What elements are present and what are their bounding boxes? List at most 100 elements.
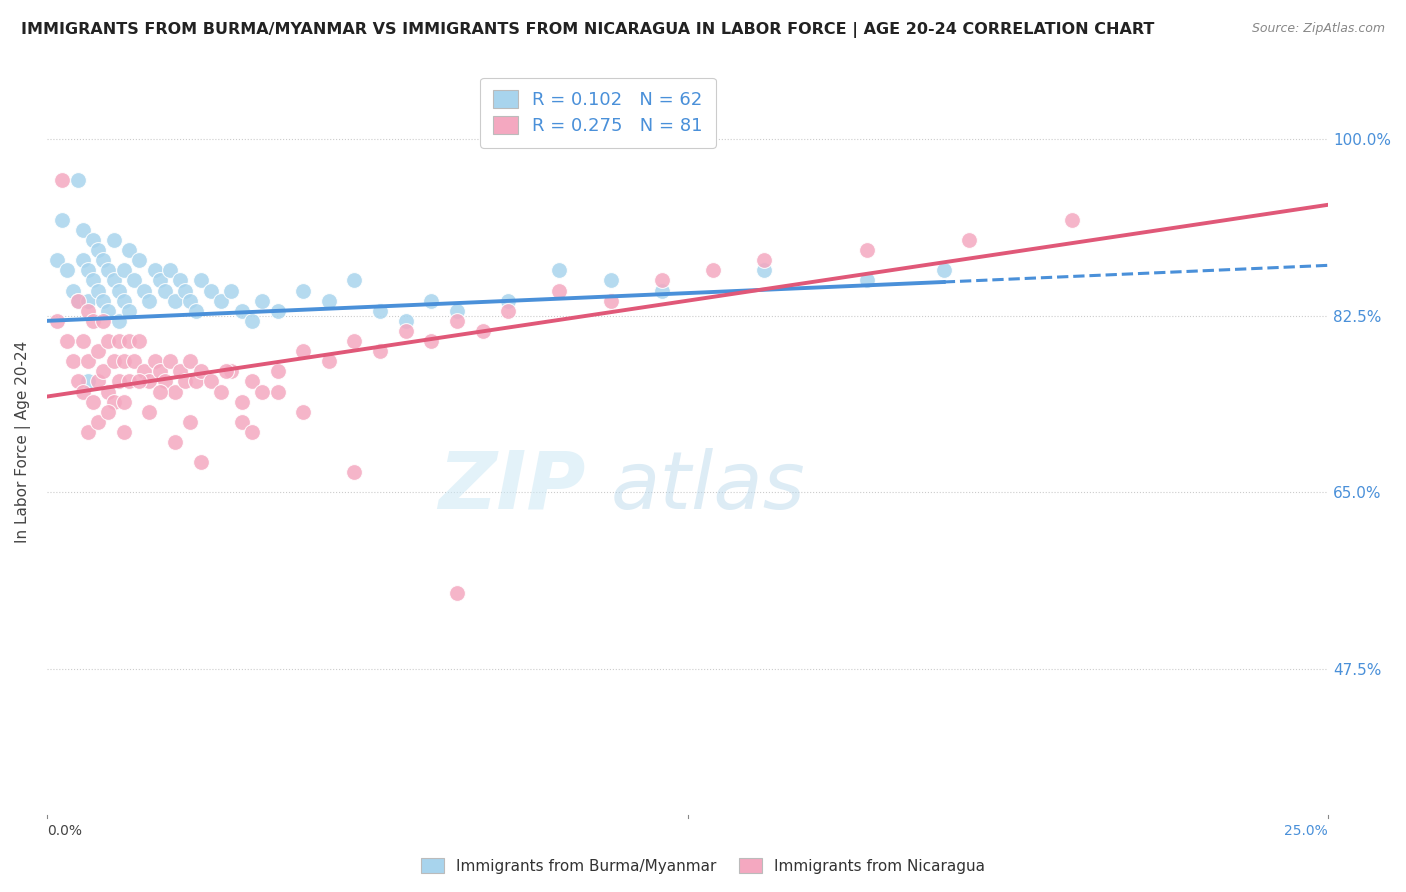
Point — [548, 284, 571, 298]
Legend: Immigrants from Burma/Myanmar, Immigrants from Nicaragua: Immigrants from Burma/Myanmar, Immigrant… — [415, 852, 991, 880]
Point — [118, 375, 141, 389]
Point — [651, 273, 673, 287]
Point — [66, 375, 89, 389]
Point — [143, 263, 166, 277]
Point — [184, 375, 207, 389]
Point — [292, 284, 315, 298]
Point — [165, 434, 187, 449]
Point — [103, 273, 125, 287]
Point — [56, 263, 79, 277]
Point — [112, 354, 135, 368]
Text: ZIP: ZIP — [437, 448, 585, 525]
Point — [231, 303, 253, 318]
Point — [856, 243, 879, 257]
Point — [231, 394, 253, 409]
Text: Source: ZipAtlas.com: Source: ZipAtlas.com — [1251, 22, 1385, 36]
Point — [395, 314, 418, 328]
Point — [128, 334, 150, 348]
Point — [496, 303, 519, 318]
Point — [200, 375, 222, 389]
Text: IMMIGRANTS FROM BURMA/MYANMAR VS IMMIGRANTS FROM NICARAGUA IN LABOR FORCE | AGE : IMMIGRANTS FROM BURMA/MYANMAR VS IMMIGRA… — [21, 22, 1154, 38]
Point — [368, 303, 391, 318]
Point — [112, 394, 135, 409]
Point — [82, 273, 104, 287]
Point — [112, 425, 135, 439]
Point — [56, 334, 79, 348]
Point — [153, 375, 176, 389]
Point — [93, 253, 115, 268]
Point — [77, 425, 100, 439]
Point — [107, 284, 129, 298]
Point — [97, 334, 120, 348]
Point — [702, 263, 724, 277]
Point — [159, 263, 181, 277]
Point — [82, 233, 104, 247]
Point — [240, 314, 263, 328]
Point — [87, 344, 110, 359]
Point — [122, 354, 145, 368]
Point — [77, 375, 100, 389]
Point — [266, 364, 288, 378]
Point — [754, 263, 776, 277]
Point — [66, 293, 89, 308]
Point — [343, 273, 366, 287]
Point — [118, 303, 141, 318]
Point — [446, 314, 468, 328]
Text: 25.0%: 25.0% — [1285, 823, 1329, 838]
Point — [343, 465, 366, 479]
Point — [149, 384, 172, 399]
Point — [292, 405, 315, 419]
Point — [169, 364, 191, 378]
Point — [87, 375, 110, 389]
Point — [200, 284, 222, 298]
Point — [112, 293, 135, 308]
Point — [138, 293, 160, 308]
Point — [395, 324, 418, 338]
Point — [77, 293, 100, 308]
Point — [46, 314, 69, 328]
Point — [143, 354, 166, 368]
Point — [169, 273, 191, 287]
Point — [240, 375, 263, 389]
Point — [318, 293, 340, 308]
Point — [118, 243, 141, 257]
Point — [103, 394, 125, 409]
Point — [957, 233, 980, 247]
Point — [599, 293, 621, 308]
Point — [66, 172, 89, 186]
Point — [856, 273, 879, 287]
Point — [97, 405, 120, 419]
Point — [149, 364, 172, 378]
Point — [66, 293, 89, 308]
Point — [103, 233, 125, 247]
Point — [87, 284, 110, 298]
Point — [179, 293, 201, 308]
Point — [46, 253, 69, 268]
Point — [651, 284, 673, 298]
Point — [165, 384, 187, 399]
Point — [97, 263, 120, 277]
Point — [231, 415, 253, 429]
Point — [368, 344, 391, 359]
Point — [221, 364, 243, 378]
Point — [446, 303, 468, 318]
Point — [240, 425, 263, 439]
Point — [159, 354, 181, 368]
Point — [107, 334, 129, 348]
Legend: R = 0.102   N = 62, R = 0.275   N = 81: R = 0.102 N = 62, R = 0.275 N = 81 — [479, 78, 716, 148]
Point — [420, 334, 443, 348]
Point — [932, 263, 955, 277]
Point — [250, 384, 273, 399]
Point — [51, 172, 73, 186]
Point — [107, 314, 129, 328]
Point — [153, 284, 176, 298]
Point — [112, 263, 135, 277]
Point — [77, 263, 100, 277]
Point — [128, 253, 150, 268]
Y-axis label: In Labor Force | Age 20-24: In Labor Force | Age 20-24 — [15, 341, 31, 543]
Point — [184, 303, 207, 318]
Point — [343, 334, 366, 348]
Point — [165, 293, 187, 308]
Point — [221, 284, 243, 298]
Point — [190, 273, 212, 287]
